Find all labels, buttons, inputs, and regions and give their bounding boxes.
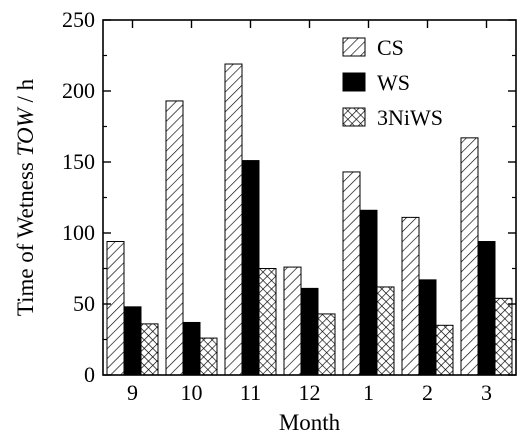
bar-WS-month-3 bbox=[477, 241, 496, 376]
bar-CS-month-1 bbox=[342, 171, 361, 376]
bars-group bbox=[106, 63, 513, 376]
bar-WS-month-2 bbox=[418, 279, 437, 376]
bar-CS-month-3 bbox=[460, 137, 479, 376]
y-axis-label-italic: TOW bbox=[13, 106, 38, 156]
bar-CS-month-11 bbox=[224, 63, 243, 376]
x-axis-ticks: 9 10 11 12 1 2 3 bbox=[127, 20, 492, 405]
y-axis-label: Time of Wetness TOW / h bbox=[13, 78, 38, 316]
bar-CS-month-10 bbox=[165, 100, 184, 376]
legend-label-3NiWS: 3NiWS bbox=[377, 105, 443, 130]
y-tick-label: 100 bbox=[62, 220, 95, 245]
plot-frame bbox=[102, 19, 517, 376]
x-tick-label: 10 bbox=[181, 380, 203, 405]
x-tick-label: 11 bbox=[240, 380, 261, 405]
x-tick-label: 12 bbox=[299, 380, 321, 405]
bar-CS-month-2 bbox=[401, 216, 420, 376]
y-tick-label: 150 bbox=[62, 149, 95, 174]
x-tick-label: 3 bbox=[481, 380, 492, 405]
legend-swatch-3NiWS bbox=[342, 107, 366, 127]
bar-WS-month-9 bbox=[123, 306, 142, 376]
bar-CS-month-9 bbox=[106, 241, 125, 376]
y-axis-label-suffix: / h bbox=[13, 78, 38, 108]
y-tick-label: 250 bbox=[62, 7, 95, 32]
bar-WS-month-1 bbox=[359, 209, 378, 376]
bar-CS-month-12 bbox=[283, 266, 302, 376]
bar-3NiWS-month-11 bbox=[258, 268, 277, 376]
bar-3NiWS-month-9 bbox=[140, 323, 159, 376]
legend-swatch-CS bbox=[342, 37, 366, 57]
y-axis-label-prefix: Time of Wetness bbox=[13, 156, 38, 316]
y-tick-label: 50 bbox=[73, 291, 95, 316]
legend-label-WS: WS bbox=[377, 70, 410, 95]
x-axis-label: Month bbox=[279, 410, 341, 435]
x-tick-label: 9 bbox=[127, 380, 138, 405]
bar-WS-month-11 bbox=[241, 160, 260, 376]
x-tick-label: 1 bbox=[363, 380, 374, 405]
legend-swatch-WS bbox=[342, 72, 366, 92]
bar-3NiWS-month-2 bbox=[435, 324, 454, 376]
y-tick-label: 200 bbox=[62, 78, 95, 103]
x-tick-label: 2 bbox=[422, 380, 433, 405]
legend: CS WS 3NiWS bbox=[342, 35, 443, 130]
bar-3NiWS-month-1 bbox=[376, 286, 395, 376]
y-axis-ticks: 0 50 100 150 200 250 bbox=[62, 7, 516, 387]
bar-3NiWS-month-10 bbox=[199, 337, 218, 376]
bar-3NiWS-month-12 bbox=[317, 313, 336, 376]
legend-label-CS: CS bbox=[377, 35, 404, 60]
y-tick-label: 0 bbox=[84, 362, 95, 387]
bar-WS-month-12 bbox=[300, 287, 319, 376]
bar-3NiWS-month-3 bbox=[494, 297, 513, 376]
